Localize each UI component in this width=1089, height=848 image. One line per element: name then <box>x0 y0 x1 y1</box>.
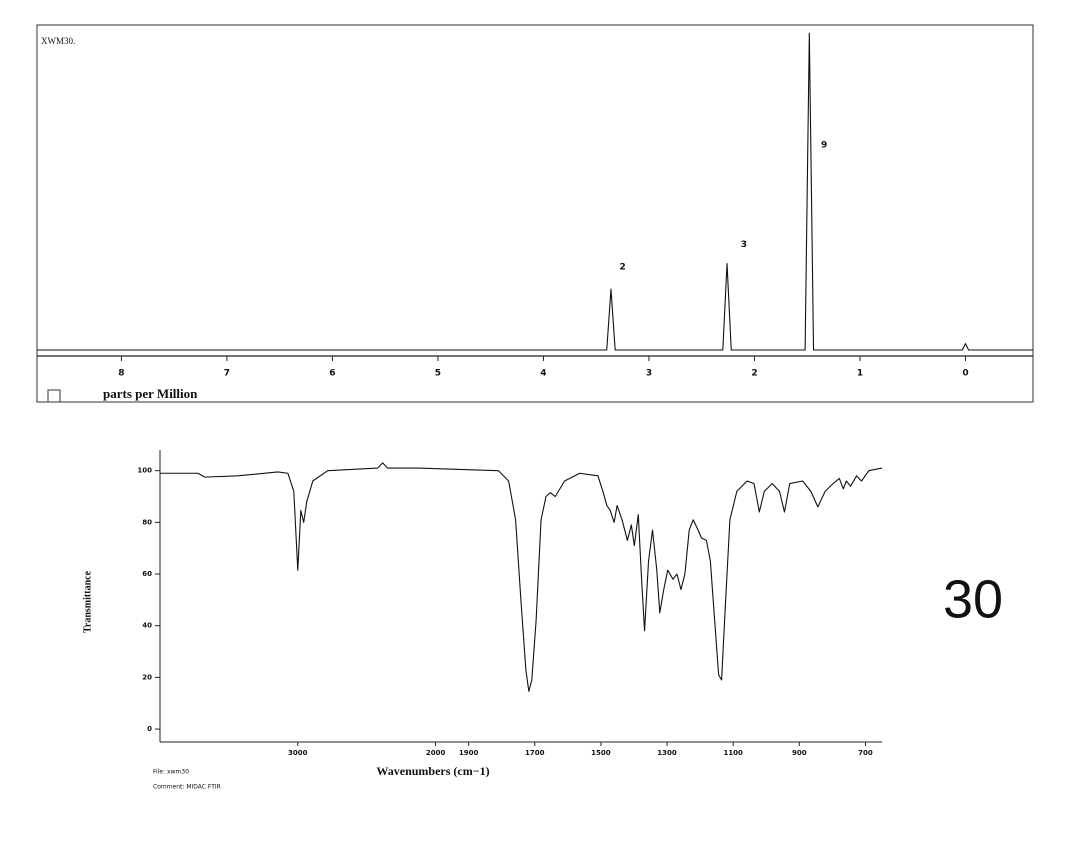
x-tick-label: 1100 <box>723 749 743 757</box>
x-tick-label: 4 <box>540 369 546 379</box>
x-tick-label: 900 <box>792 749 807 757</box>
x-tick-label: 1700 <box>525 749 545 757</box>
x-tick-label: 8 <box>118 369 124 379</box>
spectrum-line <box>160 462 883 692</box>
peak-integration: 3 <box>741 240 747 250</box>
ir-y-label: Transmittance <box>82 570 93 633</box>
x-tick-label: 6 <box>329 369 335 379</box>
y-tick-label: 100 <box>137 467 152 475</box>
x-tick-label: 700 <box>858 749 873 757</box>
nmr-title: XWM30. <box>41 36 75 46</box>
x-tick-label: 7 <box>224 369 230 379</box>
spectrum-line <box>37 32 1033 351</box>
x-tick-label: 3 <box>646 369 652 379</box>
y-tick-label: 80 <box>142 518 152 526</box>
peak-integration: 9 <box>821 141 827 151</box>
x-tick-label: 1900 <box>459 749 479 757</box>
x-tick-label: 1 <box>857 369 863 379</box>
x-tick-label: 5 <box>435 369 441 379</box>
ir-x-label: Wavenumbers (cm−1) <box>376 764 489 778</box>
x-tick-label: 0 <box>962 369 968 379</box>
peak-integration: 2 <box>619 262 625 272</box>
x-tick-label: 2 <box>751 369 757 379</box>
x-tick-label: 2000 <box>426 749 446 757</box>
x-tick-label: 1300 <box>657 749 677 757</box>
nmr-box-icon <box>47 389 61 403</box>
y-tick-label: 40 <box>142 622 152 630</box>
x-tick-label: 3000 <box>288 749 308 757</box>
sample-label: 30 <box>943 569 1003 629</box>
y-tick-label: 20 <box>142 673 152 681</box>
nmr-frame <box>36 24 1034 403</box>
file-note: File: xwm30 <box>153 769 189 776</box>
comment-note: Comment: MIDAC FTIR <box>153 784 221 791</box>
y-tick-label: 0 <box>147 725 152 733</box>
x-tick-label: 1500 <box>591 749 611 757</box>
nmr-x-label: parts per Million <box>103 386 198 401</box>
y-tick-label: 60 <box>142 570 152 578</box>
